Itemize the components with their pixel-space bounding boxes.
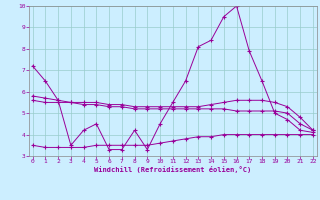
X-axis label: Windchill (Refroidissement éolien,°C): Windchill (Refroidissement éolien,°C) bbox=[94, 166, 252, 173]
